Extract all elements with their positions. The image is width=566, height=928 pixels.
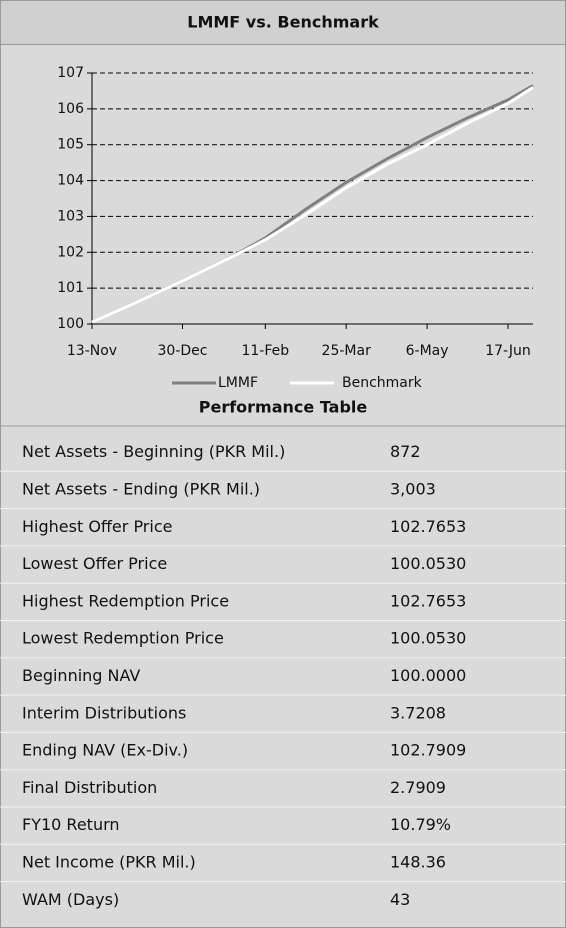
y-tick-label: 102 xyxy=(57,244,84,260)
x-tick-label: 11-Feb xyxy=(241,343,289,359)
row-value: 3,003 xyxy=(390,479,436,498)
row-label: Net Assets - Beginning (PKR Mil.) xyxy=(22,442,285,461)
row-label: FY10 Return xyxy=(22,815,120,834)
table-title: Performance Table xyxy=(199,398,368,417)
series-line xyxy=(91,86,534,324)
row-value: 100.0000 xyxy=(390,666,466,685)
row-label: WAM (Days) xyxy=(22,890,119,909)
chart-title: LMMF vs. Benchmark xyxy=(187,13,379,32)
y-tick-label: 104 xyxy=(57,173,84,189)
row-label: Interim Distributions xyxy=(22,703,186,722)
y-tick-label: 105 xyxy=(57,137,84,153)
row-label: Final Distribution xyxy=(22,778,157,797)
row-label: Beginning NAV xyxy=(22,666,140,685)
row-value: 102.7653 xyxy=(390,591,466,610)
row-value: 100.0530 xyxy=(390,554,466,573)
row-label: Net Income (PKR Mil.) xyxy=(22,852,196,871)
row-value: 102.7653 xyxy=(390,517,466,536)
row-value: 3.7208 xyxy=(390,703,446,722)
legend-label: Benchmark xyxy=(342,375,423,391)
x-tick-label: 13-Nov xyxy=(67,343,117,359)
title-bar xyxy=(0,0,566,45)
row-value: 43 xyxy=(390,890,410,909)
row-label: Net Assets - Ending (PKR Mil.) xyxy=(22,479,260,498)
row-label: Lowest Redemption Price xyxy=(22,629,224,648)
legend-label: LMMF xyxy=(218,375,258,391)
y-tick-label: 100 xyxy=(57,316,84,332)
y-tick-label: 106 xyxy=(57,101,84,117)
row-label: Highest Offer Price xyxy=(22,517,172,536)
x-tick-label: 6-May xyxy=(406,343,449,359)
row-value: 148.36 xyxy=(390,852,446,871)
row-label: Lowest Offer Price xyxy=(22,554,167,573)
row-value: 100.0530 xyxy=(390,629,466,648)
row-label: Ending NAV (Ex-Div.) xyxy=(22,741,188,760)
row-value: 872 xyxy=(390,442,421,461)
x-tick-label: 30-Dec xyxy=(158,343,208,359)
x-tick-label: 17-Jun xyxy=(485,343,531,359)
row-label: Highest Redemption Price xyxy=(22,591,229,610)
row-value: 10.79% xyxy=(390,815,451,834)
row-value: 2.7909 xyxy=(390,778,446,797)
y-tick-label: 101 xyxy=(57,280,84,296)
y-tick-label: 103 xyxy=(57,208,84,224)
row-value: 102.7909 xyxy=(390,741,466,760)
y-tick-label: 107 xyxy=(57,65,84,81)
x-tick-label: 25-Mar xyxy=(322,343,372,359)
